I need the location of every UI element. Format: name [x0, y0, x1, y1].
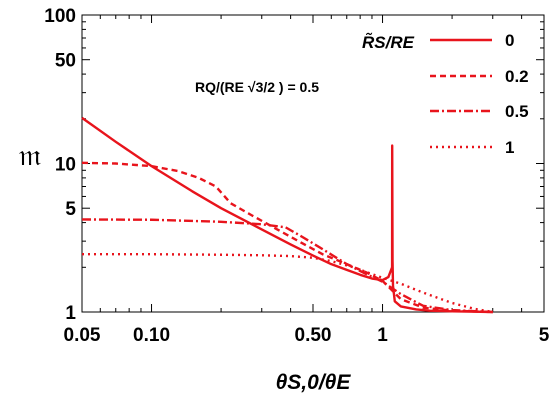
y-tick-labels: 1 5 10 50 100: [44, 6, 76, 324]
x-tick-label: 0.05: [64, 325, 101, 346]
series-group: [81, 116, 493, 314]
legend-label: 0.5: [505, 102, 529, 121]
series-line-2: [81, 218, 493, 314]
y-tick-label: 50: [55, 51, 76, 72]
legend-label: 0: [505, 31, 514, 50]
x-tick-label: 1: [377, 325, 388, 346]
series-line-1: [81, 161, 493, 314]
plot-frame: [81, 14, 545, 313]
x-tick-label: 5: [539, 325, 550, 346]
legend-label: 1: [505, 138, 514, 157]
x-tick-label: 0.50: [295, 325, 332, 346]
y-tick-label: 1: [65, 303, 76, 324]
legend-title: R̃S/RE: [362, 32, 415, 52]
y-tick-label: 10: [55, 155, 76, 176]
legend-label: 0.2: [505, 67, 529, 86]
x-tick-labels: 0.05 0.10 0.50 1 5: [64, 325, 550, 346]
series-line-3: [82, 253, 493, 314]
x-axis-title: θS,0/θE: [276, 371, 352, 394]
axis-ticks: [81, 15, 545, 313]
y-axis-title: 𝔪: [19, 138, 42, 173]
x-tick-label: 0.10: [133, 325, 170, 346]
legend: 0 0.2 0.5 1: [430, 31, 529, 157]
y-tick-label: 100: [44, 6, 76, 27]
y-tick-label: 5: [65, 199, 76, 220]
annotation: RQ/(RE √3/2 ) = 0.5: [195, 79, 319, 95]
